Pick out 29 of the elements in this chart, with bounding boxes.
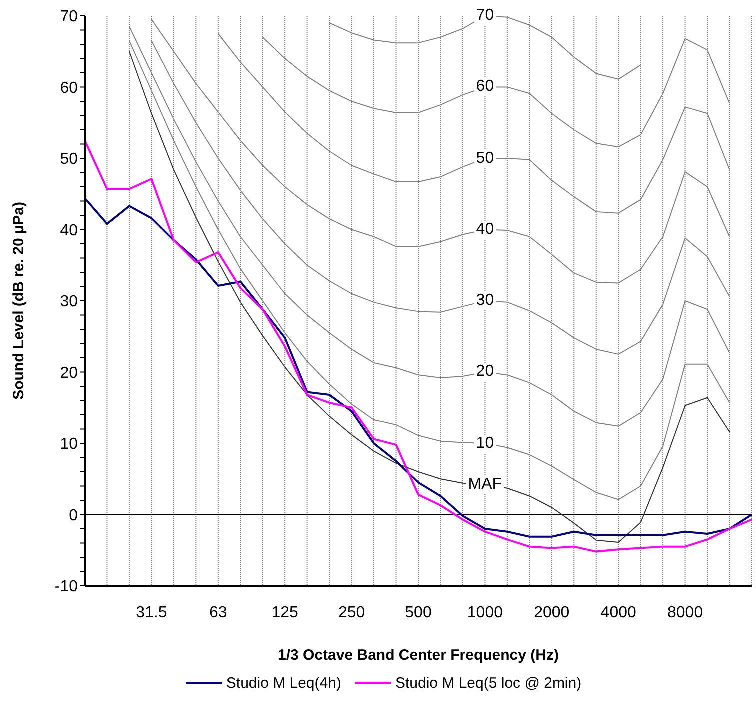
y-tick-label: 60 [60, 80, 78, 97]
x-tick-label: 8000 [668, 604, 704, 622]
x-axis-title: 1/3 Octave Band Center Frequency (Hz) [278, 647, 559, 664]
y-tick-label: 20 [60, 364, 78, 382]
legend-label: Studio M Leq(4h) [226, 674, 342, 692]
x-tick-label: 250 [338, 604, 366, 622]
annotation: 50 [474, 150, 496, 168]
x-tick-label: 4000 [600, 604, 636, 622]
x-tick-label: 500 [405, 604, 432, 622]
y-tick-label: -10 [54, 578, 78, 596]
x-tick-label: 1000 [467, 604, 504, 622]
y-tick-label: 50 [60, 151, 78, 168]
y-tick-label: 10 [60, 436, 78, 454]
x-tick-label: 2000 [534, 604, 570, 622]
annotation: 20 [474, 363, 496, 382]
y-tick-label: 0 [69, 507, 78, 524]
annotation: 70 [474, 7, 496, 25]
y-tick-label: 30 [60, 294, 78, 311]
annotation: 30 [474, 292, 496, 310]
x-tick-label: 125 [272, 604, 299, 622]
x-tick-label: 31.5 [136, 604, 168, 622]
y-axis-title: Sound Level (dB re. 20 µPa) [10, 202, 28, 400]
legend-label: Studio M Leq(5 loc @ 2min) [395, 674, 582, 692]
y-tick-label: 40 [60, 222, 78, 240]
x-tick-label: 63 [210, 604, 228, 622]
annotation: 40 [474, 220, 496, 239]
annotation: 10 [474, 434, 496, 452]
y-tick-label: 70 [60, 8, 78, 26]
annotation: 60 [474, 78, 496, 96]
